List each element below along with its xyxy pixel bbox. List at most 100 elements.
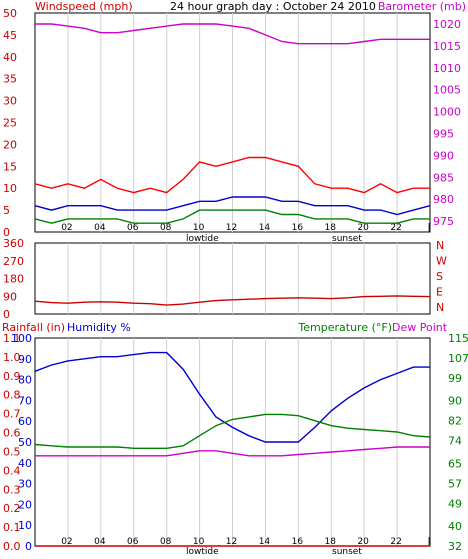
temperature-tick: 57 [448,477,462,490]
barometer-tick: 1005 [433,84,461,97]
wind-x-tick: | [427,223,430,233]
climate-x-tick: 16 [292,537,304,547]
barometer-tick: 1000 [433,106,461,119]
windspeed-tick: 35 [3,73,17,86]
average-wind-line [34,196,431,216]
direction-panel-series [34,295,431,306]
climate-x-tick: 14 [259,537,271,547]
direction-tick: 180 [3,273,24,286]
humidity-tick: 0 [25,540,32,553]
wind-x-tick: 02 [61,223,72,233]
compass-letter: S [436,270,443,283]
rainfall-tick: 0.2 [3,502,21,515]
humidity-tick: 40 [18,457,32,470]
climate-x-tick: 06 [127,537,139,547]
rainfall-tick: 0.0 [3,540,21,553]
barometer-tick-labels: 975 980 985 990 995 1000 1005 1010 1015 1020 [433,18,461,228]
windspeed-tick: 40 [3,51,17,64]
sunset-marker-label-bottom: sunset [332,547,362,557]
wind-x-tick: 22 [390,223,401,233]
compass-letter: N [436,301,444,314]
wind-x-tick: 14 [259,223,271,233]
wind-x-tick: 10 [193,223,205,233]
temperature-tick: 107 [448,352,468,365]
sunset-marker-label: sunset [332,234,362,244]
climate-x-tick: 20 [357,537,369,547]
temperature-tick: 90 [448,395,462,408]
direction-tick: 0 [3,308,10,321]
rainfall-tick: 0.5 [3,445,21,458]
lowtide-marker-label: lowtide [186,234,219,244]
windspeed-tick: 45 [3,29,17,42]
climate-x-tick: 12 [226,537,237,547]
humidity-tick: 90 [18,353,32,366]
climate-x-tick: | [427,537,430,547]
barometer-tick: 975 [433,215,454,228]
temperature-tick: 40 [448,520,462,533]
windspeed-tick: 0 [3,226,10,239]
humidity-tick: 70 [18,394,32,407]
humidity-tick-labels: 0 10 20 30 40 50 60 70 80 90 100 [11,332,32,553]
climate-x-tick: 22 [390,537,401,547]
humidity-axis-label: Humidity % [67,321,131,334]
dew-point-line [35,446,430,457]
temperature-tick: 99 [448,372,462,385]
rainfall-tick: 0.9 [3,370,21,383]
barometer-axis-label: Barometer (mb) [378,0,466,13]
compass-letter: W [436,255,447,268]
compass-letter: N [436,239,444,252]
temperature-tick: 82 [448,415,462,428]
gust-line [34,156,430,194]
wind-x-tick: 06 [127,223,139,233]
compass-letter: E [436,286,443,299]
wind-x-tick: 20 [357,223,369,233]
windspeed-tick: 10 [3,182,17,195]
rainfall-tick: 0.1 [3,521,21,534]
humidity-tick: 100 [11,332,32,345]
temperature-tick-labels: 32 40 49 57 65 74 82 90 99 107 115 [448,332,468,553]
climate-x-tick: 02 [61,537,72,547]
barometer-line [35,23,430,45]
windspeed-tick: 30 [3,95,17,108]
wind-x-tick: 12 [226,223,237,233]
chart-title: 24 hour graph day : October 24 2010 [170,0,376,13]
humidity-tick: 10 [18,519,32,532]
lowtide-marker-label-bottom: lowtide [186,547,219,557]
wind-x-tick: 08 [160,223,172,233]
rainfall-tick-labels: 0.0 0.1 0.2 0.3 0.4 0.5 0.6 0.7 0.8 0.9 1.0 1.1 [3,332,21,553]
barometer-tick: 990 [433,149,454,162]
climate-panel-x-tick-labels: 02 04 06 08 10 12 14 16 18 20 22 | [61,537,430,547]
rainfall-tick: 0.6 [3,427,21,440]
temperature-line [34,413,431,449]
wind-panel-grid [67,13,398,232]
climate-x-tick: 08 [160,537,172,547]
rainfall-tick: 0.3 [3,483,21,496]
humidity-tick: 20 [18,498,32,511]
rainfall-tick: 0.8 [3,389,21,402]
direction-tick-labels: 0 90 180 270 360 [3,237,24,321]
humidity-line [34,351,430,443]
temperature-tick: 49 [448,497,462,510]
wind-panel-x-tick-labels: 02 04 06 08 10 12 14 16 18 20 22 | [61,223,430,233]
rainfall-axis-label: Rainfall (in) [2,321,65,334]
barometer-tick: 1015 [433,40,461,53]
temperature-axis-label: Temperature (°F) [297,321,392,334]
rainfall-tick: 1.0 [3,351,21,364]
humidity-tick: 60 [18,415,32,428]
windspeed-tick: 5 [3,204,10,217]
barometer-tick: 1020 [433,18,461,31]
wind-panel-series [34,23,431,224]
dewpoint-axis-label: Dew Point [392,321,448,334]
climate-panel-series [34,351,431,547]
windspeed-tick: 25 [3,117,17,130]
barometer-tick: 985 [433,171,454,184]
rainfall-tick: 1.1 [3,332,21,345]
barometer-tick: 1010 [433,62,461,75]
climate-x-tick: 18 [325,537,337,547]
temperature-tick: 74 [448,435,462,448]
wind-x-tick: 16 [292,223,304,233]
humidity-tick: 30 [18,478,32,491]
direction-tick: 270 [3,255,24,268]
